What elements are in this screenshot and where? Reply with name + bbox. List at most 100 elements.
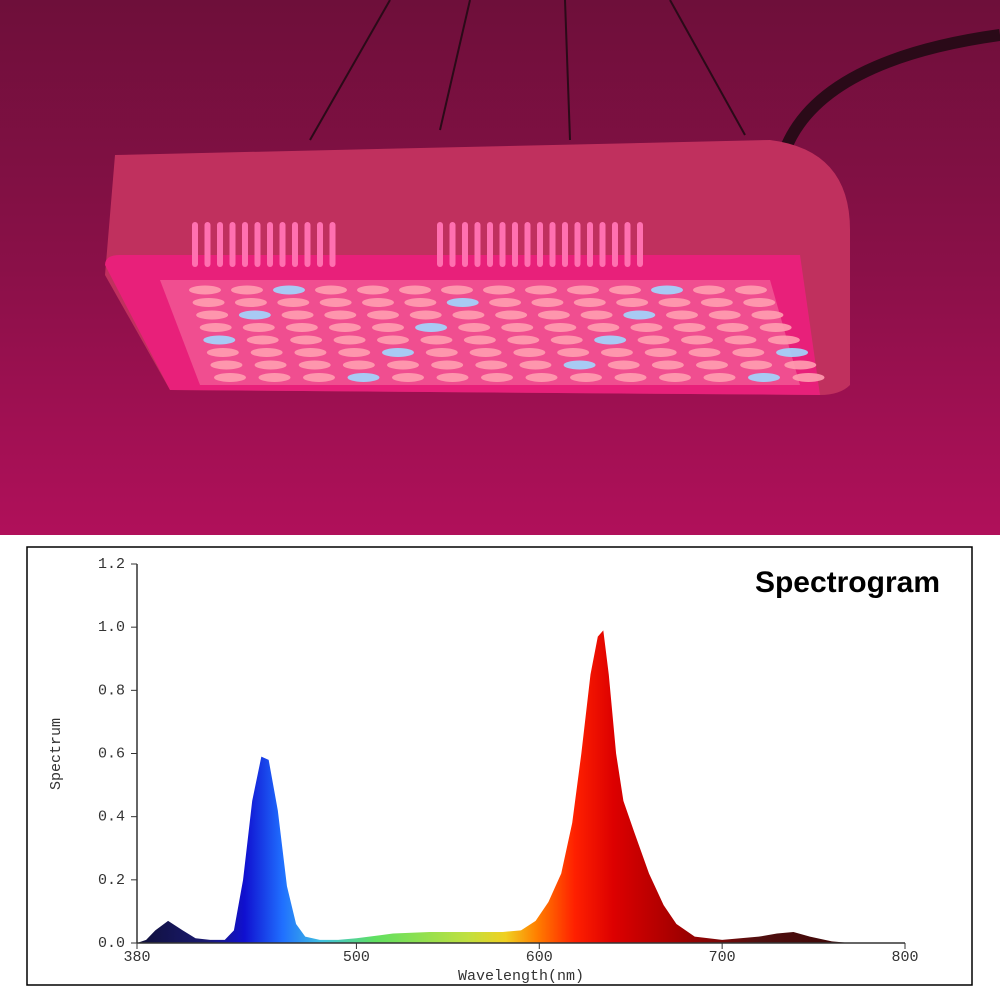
vents <box>192 222 643 267</box>
y-tick-label: 0.8 <box>98 682 125 699</box>
led <box>415 323 448 332</box>
vent <box>242 222 248 267</box>
led <box>525 285 557 295</box>
led <box>567 285 599 295</box>
led <box>463 335 496 345</box>
led <box>324 310 357 320</box>
y-tick-label: 1.2 <box>98 556 125 573</box>
vent <box>512 222 518 267</box>
led <box>776 348 809 357</box>
led-array <box>189 285 825 382</box>
led <box>420 335 453 345</box>
led <box>254 360 287 370</box>
led-panel <box>160 280 800 385</box>
vent <box>637 222 643 267</box>
y-tick-label: 1.0 <box>98 619 125 636</box>
vent <box>292 222 298 267</box>
vent <box>437 222 443 267</box>
led <box>666 310 698 320</box>
led <box>495 310 528 320</box>
led <box>273 285 305 295</box>
vent <box>624 222 631 267</box>
led <box>258 373 291 382</box>
chart-frame <box>26 546 973 986</box>
led <box>637 335 670 345</box>
led <box>600 348 633 357</box>
vent <box>229 222 236 267</box>
vent <box>549 222 556 267</box>
led <box>531 298 564 307</box>
led <box>557 348 590 357</box>
led <box>246 335 279 345</box>
led <box>377 335 409 345</box>
vent <box>279 222 286 267</box>
led <box>387 360 419 370</box>
led <box>759 323 792 332</box>
vent <box>462 222 468 267</box>
product-photo <box>0 0 1000 535</box>
led <box>673 323 706 332</box>
led <box>206 348 239 357</box>
vent <box>474 222 481 267</box>
led <box>743 298 776 307</box>
led <box>294 348 327 357</box>
vent <box>537 222 543 267</box>
chart-title: Spectrogram <box>755 566 940 599</box>
vent <box>267 222 273 267</box>
led <box>513 348 546 357</box>
led <box>507 335 540 345</box>
led <box>303 373 335 382</box>
led <box>614 373 647 382</box>
led <box>693 285 725 295</box>
led <box>580 310 613 320</box>
led <box>189 285 221 295</box>
vent <box>254 222 261 267</box>
led <box>338 348 371 357</box>
led <box>277 298 310 307</box>
y-tick-label: 0.2 <box>98 872 125 889</box>
led <box>501 323 534 332</box>
vent <box>329 222 336 267</box>
led <box>436 373 469 382</box>
led <box>250 348 283 357</box>
led <box>732 348 765 357</box>
led <box>735 285 767 295</box>
led <box>587 323 620 332</box>
led <box>658 298 691 307</box>
led <box>431 360 464 370</box>
led <box>708 310 741 320</box>
led <box>623 310 656 320</box>
led <box>751 310 784 320</box>
led <box>688 348 721 357</box>
vent <box>204 222 211 267</box>
x-tick-label: 700 <box>709 949 736 966</box>
vent <box>487 222 493 267</box>
vent <box>574 222 581 267</box>
led <box>367 310 399 320</box>
led <box>242 323 275 332</box>
led <box>784 360 817 370</box>
led <box>563 360 596 370</box>
led <box>609 285 641 295</box>
led <box>792 373 825 382</box>
y-tick-label: 0.6 <box>98 745 125 762</box>
vent <box>217 222 223 267</box>
vent <box>304 222 311 267</box>
led <box>489 298 522 307</box>
led <box>372 323 404 332</box>
led <box>475 360 508 370</box>
led <box>594 335 627 345</box>
led <box>342 360 375 370</box>
led <box>570 373 602 382</box>
vent <box>499 222 506 267</box>
led <box>238 310 271 320</box>
led <box>357 285 389 295</box>
led <box>315 285 347 295</box>
vent <box>449 222 456 267</box>
x-tick-label: 800 <box>891 949 918 966</box>
led <box>425 348 458 357</box>
led <box>483 285 515 295</box>
led <box>210 360 243 370</box>
led <box>696 360 728 370</box>
